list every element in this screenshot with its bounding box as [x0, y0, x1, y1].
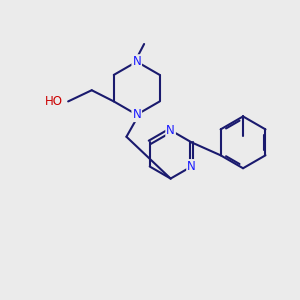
- Text: N: N: [132, 55, 141, 68]
- Text: HO: HO: [45, 95, 63, 108]
- Text: N: N: [166, 124, 175, 137]
- Text: N: N: [132, 108, 141, 121]
- Text: N: N: [187, 160, 196, 173]
